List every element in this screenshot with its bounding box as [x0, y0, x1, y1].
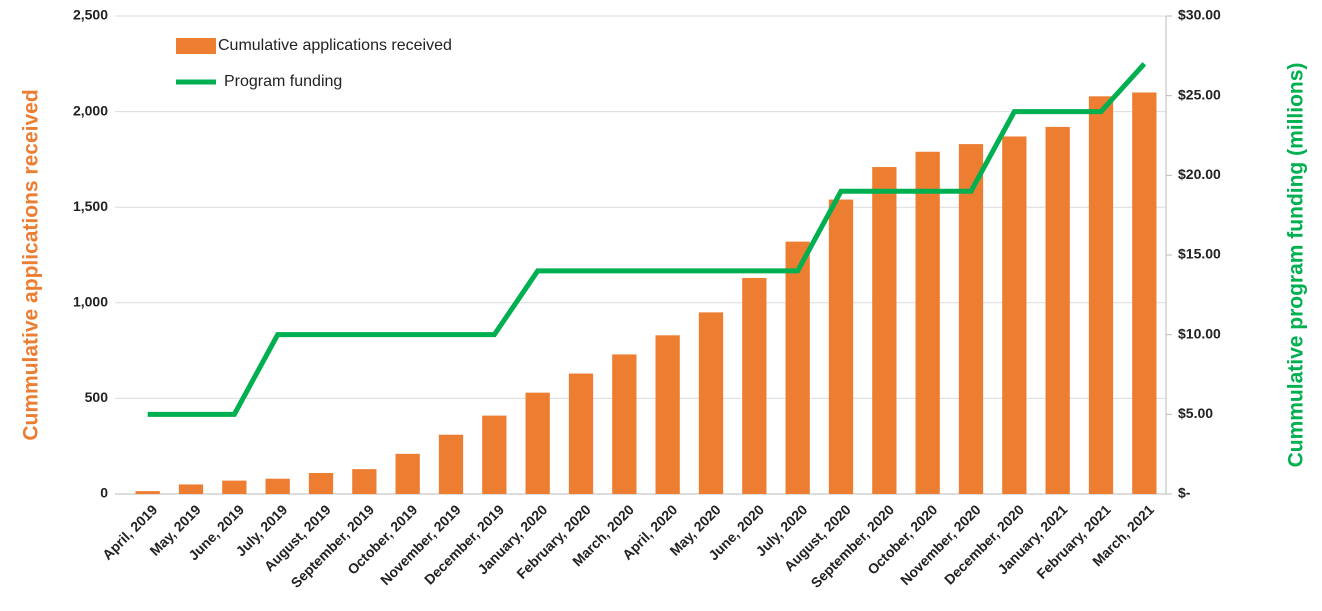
- bar: [265, 478, 290, 494]
- bar: [915, 151, 940, 494]
- y-axis-title: Cummulative applications received: [20, 89, 43, 440]
- bar: [482, 415, 507, 494]
- legend-label: Cumulative applications received: [218, 37, 452, 54]
- x-tick-label: November, 2020: [897, 501, 984, 588]
- bar: [698, 312, 724, 494]
- bar: [742, 277, 767, 494]
- y2-tick-label: $5.00: [1178, 405, 1213, 421]
- bar: [222, 480, 247, 494]
- y2-axis-title: Cummulative program funding (millions): [1285, 63, 1308, 468]
- bar: [872, 167, 897, 494]
- y2-tick-label: $15.00: [1178, 246, 1221, 262]
- x-tick-label: December, 2019: [421, 501, 507, 587]
- y2-tick-label: $20.00: [1178, 166, 1221, 182]
- bar: [612, 354, 637, 494]
- bar: [525, 392, 550, 494]
- legend-label: Program funding: [224, 73, 342, 90]
- x-tick-label: February, 2020: [513, 501, 594, 582]
- y2-tick-label: $25.00: [1178, 86, 1221, 102]
- bar: [655, 335, 680, 494]
- bar: [785, 241, 810, 494]
- bar: [438, 434, 464, 494]
- bar: [1045, 126, 1070, 495]
- y-tick-label: 1,000: [73, 294, 108, 310]
- legend-swatch: [176, 38, 216, 54]
- bar: [308, 472, 334, 494]
- bar: [1088, 96, 1114, 494]
- bar: [135, 491, 160, 494]
- bar: [352, 469, 377, 494]
- bar: [1002, 136, 1027, 494]
- y2-tick-label: $10.00: [1178, 325, 1221, 341]
- bar: [178, 484, 204, 494]
- bar: [395, 453, 420, 494]
- bar: [828, 199, 854, 494]
- y2-tick-label: $30.00: [1178, 7, 1221, 23]
- bar: [1132, 92, 1157, 494]
- y-tick-label: 500: [85, 389, 109, 405]
- x-tick-label: November, 2019: [377, 501, 464, 588]
- y-tick-label: 1,500: [73, 198, 108, 214]
- y-tick-label: 2,000: [73, 102, 108, 118]
- line: [147, 62, 1147, 417]
- bar: [958, 144, 984, 494]
- x-tick-label: December, 2020: [941, 501, 1027, 587]
- y-tick-label: 0: [100, 485, 108, 501]
- bar: [568, 373, 594, 494]
- y2-tick-label: $-: [1178, 485, 1191, 501]
- x-tick-label: February, 2021: [1033, 501, 1114, 582]
- y-tick-label: 2,500: [73, 7, 108, 23]
